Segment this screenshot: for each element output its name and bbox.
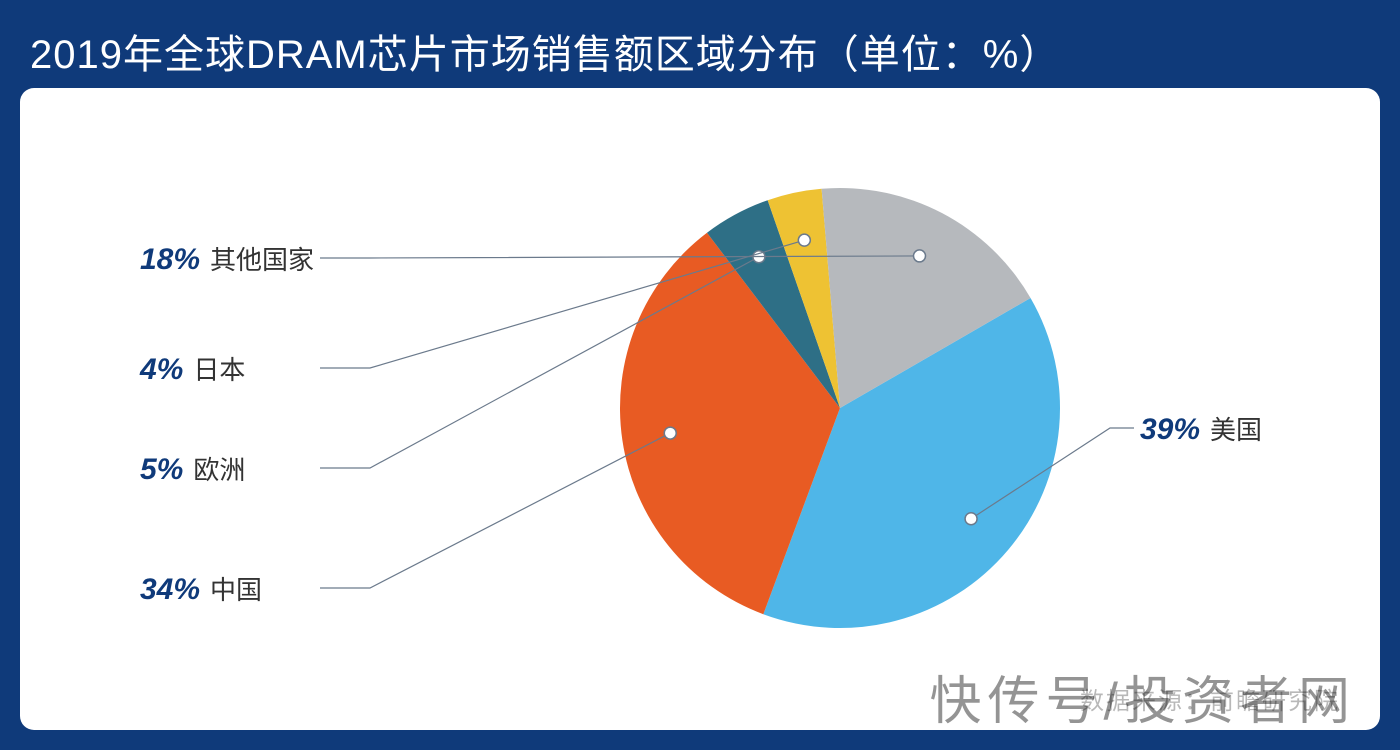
slice-name: 其他国家 — [210, 240, 314, 277]
slice-label: 34% 中国 — [140, 570, 262, 607]
slice-name: 欧洲 — [193, 450, 245, 487]
chart-panel: 39%美国34%中国5%欧洲4%日本18%其他国家 数据来源：前瞻研究院 快传号… — [20, 88, 1380, 730]
slice-percent: 34% — [140, 573, 200, 607]
slice-label: 18% 其他国家 — [140, 240, 314, 277]
slice-percent: 39% — [1140, 413, 1200, 447]
source-note: 数据来源：前瞻研究院 — [1080, 681, 1340, 716]
leader-marker — [965, 513, 977, 525]
chart-frame: 2019年全球DRAM芯片市场销售额区域分布（单位：%） 39% 美国 34% 中国 5… — [0, 0, 1400, 750]
chart-title: 2019年全球DRAM芯片市场销售额区域分布（单位：%） — [0, 0, 1400, 98]
slice-percent: 4% — [140, 353, 183, 387]
slice-name: 日本 — [193, 350, 245, 387]
slice-name: 美国 — [1210, 410, 1262, 447]
slice-percent: 18% — [140, 243, 200, 277]
leader-marker — [914, 250, 926, 262]
slice-label: 39% 美国 — [1140, 410, 1262, 447]
slice-name: 中国 — [210, 570, 262, 607]
pie-chart — [20, 88, 1380, 730]
slice-label: 4% 日本 — [140, 350, 245, 387]
leader-line — [320, 433, 670, 588]
leader-marker — [664, 427, 676, 439]
slice-percent: 5% — [140, 453, 183, 487]
leader-marker — [798, 234, 810, 246]
slice-label: 5% 欧洲 — [140, 450, 245, 487]
